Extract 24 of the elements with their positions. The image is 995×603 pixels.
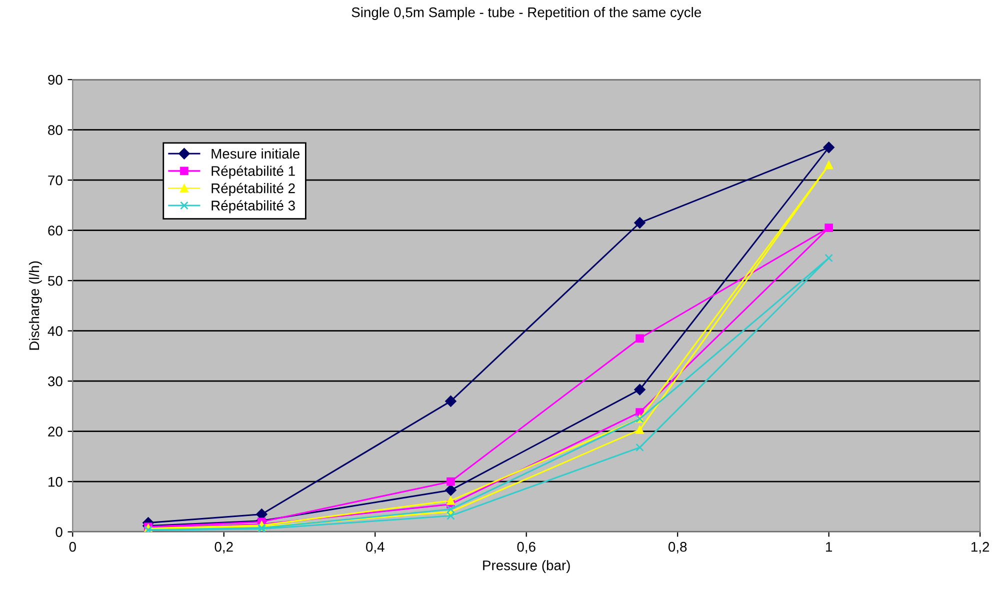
x-tick-label: 0,2 — [214, 542, 233, 554]
y-tick-label: 0 — [56, 527, 62, 538]
chart-title: Single 0,5m Sample - tube - Repetition of the same cycle — [352, 7, 701, 20]
legend-label: Répétabilité 3 — [212, 200, 295, 214]
x-tick-label: 0 — [69, 542, 76, 552]
legend-label: Répétabilité 2 — [212, 182, 295, 196]
legend-label: Mesure initiale — [212, 148, 300, 159]
y-axis-title: Discharge (l/h) — [28, 261, 42, 350]
x-tick-label: 0,8 — [668, 542, 687, 554]
y-tick-label: 80 — [48, 125, 62, 136]
x-tick-label: 0,4 — [366, 542, 384, 554]
y-tick-label: 50 — [48, 276, 62, 286]
y-tick-label: 20 — [48, 426, 62, 437]
y-tick-label: 70 — [48, 175, 62, 186]
x-tick-label: 1 — [826, 542, 832, 552]
x-axis-title: Pressure (bar) — [483, 560, 570, 574]
y-tick-label: 40 — [48, 326, 62, 336]
y-tick-label: 10 — [48, 476, 62, 487]
y-tick-label: 90 — [48, 74, 62, 85]
y-tick-label: 60 — [48, 226, 62, 236]
x-tick-label: 1,2 — [971, 542, 990, 554]
legend-label: Répétabilité 1 — [212, 166, 295, 179]
y-tick-label: 30 — [48, 376, 62, 386]
x-tick-label: 0,6 — [517, 542, 536, 554]
